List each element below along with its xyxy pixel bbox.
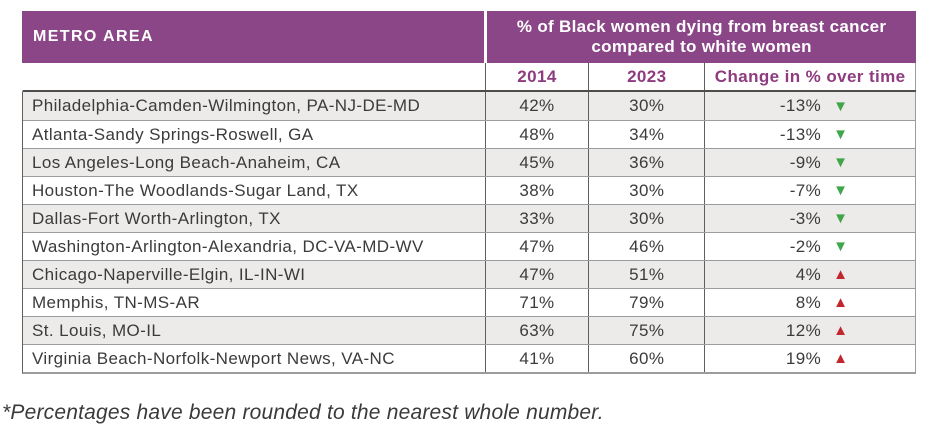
metro-name: Dallas-Fort Worth-Arlington, TX <box>32 208 281 228</box>
change-number: -13% <box>779 124 822 144</box>
table-row: St. Louis, MO-IL 63% 75% 12% ▲ <box>23 316 916 344</box>
table-row: Virginia Beach-Norfolk-Newport News, VA-… <box>23 344 916 372</box>
value-2023: 36% <box>588 149 704 176</box>
value-2023: 75% <box>588 317 704 344</box>
value-2014: 48% <box>484 121 589 148</box>
metro-name: Washington-Arlington-Alexandria, DC-VA-M… <box>32 236 424 256</box>
subheader-metro-spacer <box>23 63 485 90</box>
comparison-header-line1: % of Black women dying from breast cance… <box>516 17 887 36</box>
value-2023: 30% <box>588 177 704 204</box>
metro-name: Los Angeles-Long Beach-Anaheim, CA <box>32 152 341 172</box>
metro-name: Chicago-Naperville-Elgin, IL-IN-WI <box>32 264 306 284</box>
table-row: Atlanta-Sandy Springs-Roswell, GA 48% 34% -… <box>23 120 916 148</box>
table-row: Los Angeles-Long Beach-Anaheim, CA 45% 36%… <box>23 148 916 176</box>
metro-name: Houston-The Woodlands-Sugar Land, TX <box>32 180 359 200</box>
change-number: 4% <box>795 264 822 284</box>
change-number: -3% <box>789 208 822 228</box>
change-number: -13% <box>779 96 822 115</box>
metro-name: Virginia Beach-Norfolk-Newport News, VA-… <box>32 348 395 368</box>
value-2014: 71% <box>484 289 589 316</box>
value-2014: 42% <box>484 92 589 120</box>
table-row: Dallas-Fort Worth-Arlington, TX 33% 30% -3%… <box>23 204 916 232</box>
down-triangle-icon: ▼ <box>833 210 849 227</box>
footnote: *Percentages have been rounded to the ne… <box>2 401 604 424</box>
down-triangle-icon: ▼ <box>833 182 849 199</box>
up-triangle-icon: ▲ <box>833 322 849 339</box>
change-number: -7% <box>789 180 822 200</box>
change-number: 8% <box>795 292 822 312</box>
value-change: -3% ▼ <box>704 205 916 232</box>
table-subheader-row: 2014 2023 Change in % over time <box>22 63 916 92</box>
metro-name: Atlanta-Sandy Springs-Roswell, GA <box>32 124 314 144</box>
up-triangle-icon: ▲ <box>833 294 849 311</box>
metro-comparison-table: METRO AREA % of Black women dying from b… <box>22 11 916 374</box>
subheader-2023: 2023 <box>588 63 704 90</box>
change-number: -2% <box>789 236 822 256</box>
value-2023: 60% <box>588 345 704 372</box>
down-triangle-icon: ▼ <box>833 126 849 143</box>
change-number: -9% <box>789 152 822 172</box>
metro-area-header-cell: METRO AREA <box>22 11 485 63</box>
table-row: Philadelphia-Camden-Wilmington, PA-NJ-DE… <box>23 92 916 120</box>
table-header-row: METRO AREA % of Black women dying from b… <box>22 11 916 63</box>
table-row: Houston-The Woodlands-Sugar Land, TX 38% 3… <box>23 176 916 204</box>
value-change: -13% ▼ <box>704 92 916 120</box>
down-triangle-icon: ▼ <box>833 97 849 115</box>
metro-name: Philadelphia-Camden-Wilmington, PA-NJ-DE… <box>32 96 421 115</box>
value-2014: 63% <box>484 317 589 344</box>
value-change: -13% ▼ <box>704 121 916 148</box>
value-change: -9% ▼ <box>704 149 916 176</box>
value-change: -7% ▼ <box>704 177 916 204</box>
value-change: 4% ▲ <box>704 261 916 288</box>
value-2014: 47% <box>484 261 589 288</box>
value-2014: 33% <box>484 205 589 232</box>
comparison-header-cell: % of Black women dying from breast cance… <box>487 11 916 63</box>
down-triangle-icon: ▼ <box>833 238 849 255</box>
change-number: 12% <box>785 320 822 340</box>
value-change: 12% ▲ <box>704 317 916 344</box>
value-2023: 30% <box>588 92 704 120</box>
table-row: Chicago-Naperville-Elgin, IL-IN-WI 47% 51%… <box>23 260 916 288</box>
value-2014: 41% <box>484 345 589 372</box>
subheader-2014: 2014 <box>484 63 589 90</box>
table-row: Memphis, TN-MS-AR 71% 79% 8% ▲ <box>23 288 916 316</box>
subheader-change: Change in % over time <box>704 63 916 90</box>
value-2023: 30% <box>588 205 704 232</box>
value-2014: 38% <box>484 177 589 204</box>
metro-area-header-label: METRO AREA <box>33 28 154 45</box>
change-number: 19% <box>785 348 822 368</box>
header-divider <box>484 11 488 63</box>
value-2014: 45% <box>484 149 589 176</box>
comparison-header-line2: compared to white women <box>591 37 812 56</box>
up-triangle-icon: ▲ <box>833 266 849 283</box>
metro-name: Memphis, TN-MS-AR <box>32 292 201 312</box>
up-triangle-icon: ▲ <box>833 350 849 367</box>
value-2023: 46% <box>588 233 704 260</box>
table-body: Philadelphia-Camden-Wilmington, PA-NJ-DE… <box>22 92 916 374</box>
value-2023: 51% <box>588 261 704 288</box>
metro-name: St. Louis, MO-IL <box>32 320 162 340</box>
value-2023: 34% <box>588 121 704 148</box>
value-change: 19% ▲ <box>704 345 916 372</box>
value-2014: 47% <box>484 233 589 260</box>
table-row: Washington-Arlington-Alexandria, DC-VA-M… <box>23 232 916 260</box>
down-triangle-icon: ▼ <box>833 154 849 171</box>
value-change: 8% ▲ <box>704 289 916 316</box>
value-2023: 79% <box>588 289 704 316</box>
value-change: -2% ▼ <box>704 233 916 260</box>
